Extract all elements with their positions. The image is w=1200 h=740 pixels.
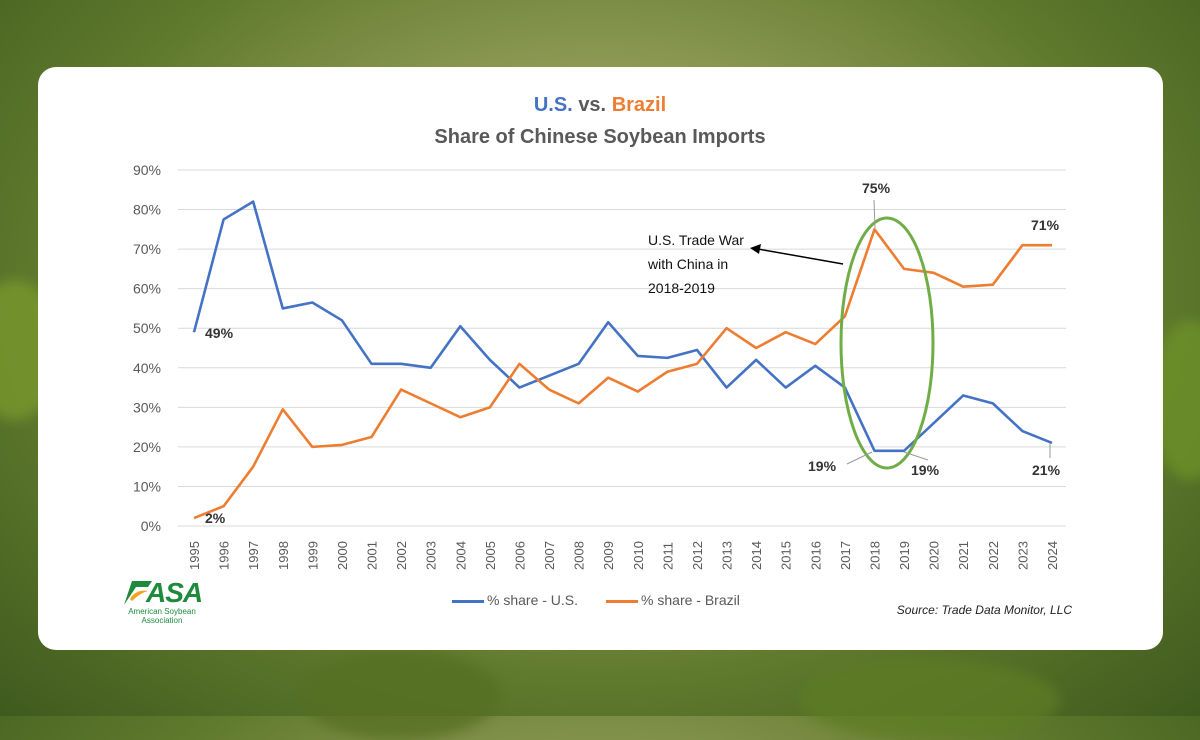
data-label-brazil-2018: 75% xyxy=(862,180,891,196)
x-tick-label: 2013 xyxy=(720,541,735,570)
x-tick-label: 2010 xyxy=(631,541,646,570)
x-tick-label: 1999 xyxy=(305,541,320,570)
annotation-line: U.S. Trade War xyxy=(648,232,744,248)
annotation-line: 2018-2019 xyxy=(648,280,715,296)
legend-label: % share - Brazil xyxy=(641,592,740,608)
x-tick-label: 2023 xyxy=(1015,541,1030,570)
x-tick-label: 1996 xyxy=(217,541,232,570)
data-label-brazil-1995: 2% xyxy=(205,510,226,526)
x-tick-label: 2015 xyxy=(779,541,794,570)
x-tick-label: 2016 xyxy=(808,541,823,570)
y-tick-label: 0% xyxy=(141,518,161,534)
arrow-head-icon xyxy=(750,244,761,254)
x-tick-label: 2008 xyxy=(572,541,587,570)
legend-item-brazil: % share - Brazil xyxy=(606,592,740,608)
x-tick-label: 2020 xyxy=(927,541,942,570)
y-tick-label: 70% xyxy=(133,241,161,257)
x-tick-label: 2014 xyxy=(749,541,764,570)
x-tick-label: 2009 xyxy=(601,541,616,570)
legend-item-us: % share - U.S. xyxy=(452,592,578,608)
source-note: Source: Trade Data Monitor, LLC xyxy=(897,603,1072,617)
x-tick-label: 2019 xyxy=(897,541,912,570)
x-tick-label: 2004 xyxy=(453,541,468,570)
x-tick-label: 2018 xyxy=(867,541,882,570)
x-tick-label: 2003 xyxy=(424,541,439,570)
x-tick-label: 2021 xyxy=(956,541,971,570)
y-tick-label: 60% xyxy=(133,281,161,297)
y-tick-label: 80% xyxy=(133,202,161,218)
data-label-brazil-2024: 71% xyxy=(1031,217,1060,233)
data-label-us-1995: 49% xyxy=(205,325,234,341)
chart-legend: % share - U.S. % share - Brazil xyxy=(452,592,740,608)
x-tick-label: 2000 xyxy=(335,541,350,570)
annotation-arrow xyxy=(758,249,843,264)
x-tick-label: 2022 xyxy=(986,541,1001,570)
data-label-us-2024: 21% xyxy=(1032,462,1061,478)
x-tick-label: 2011 xyxy=(660,542,675,570)
x-tick-label: 1998 xyxy=(276,541,291,570)
y-tick-label: 90% xyxy=(133,162,161,178)
y-tick-label: 50% xyxy=(133,320,161,336)
series-line-us xyxy=(194,202,1052,451)
x-tick-label: 2002 xyxy=(394,541,409,570)
annotation: U.S. Trade War with China in 2018-2019 xyxy=(647,232,843,296)
data-label-us-2019: 19% xyxy=(911,462,940,478)
y-tick-label: 20% xyxy=(133,439,161,455)
logo-text: ASA xyxy=(146,577,202,609)
data-label-us-2018: 19% xyxy=(808,458,837,474)
annotation-line: with China in xyxy=(647,256,728,272)
x-tick-label: 2001 xyxy=(365,541,380,570)
x-tick-label: 2012 xyxy=(690,541,705,570)
x-tick-label: 2006 xyxy=(512,541,527,570)
x-tick-label: 2005 xyxy=(483,541,498,570)
highlight-ellipse xyxy=(841,218,933,468)
y-tick-label: 10% xyxy=(133,478,161,494)
asa-logo: ASA American Soybean Association xyxy=(118,577,208,625)
y-tick-label: 40% xyxy=(133,360,161,376)
y-tick-label: 30% xyxy=(133,399,161,415)
logo-subtext: American Soybean Association xyxy=(118,607,206,625)
x-tick-label: 2017 xyxy=(838,541,853,570)
legend-label: % share - U.S. xyxy=(487,592,578,608)
x-tick-label: 2007 xyxy=(542,541,557,570)
x-tick-label: 2024 xyxy=(1045,541,1060,570)
x-tick-label: 1995 xyxy=(187,541,202,570)
x-tick-label: 1997 xyxy=(246,541,261,570)
